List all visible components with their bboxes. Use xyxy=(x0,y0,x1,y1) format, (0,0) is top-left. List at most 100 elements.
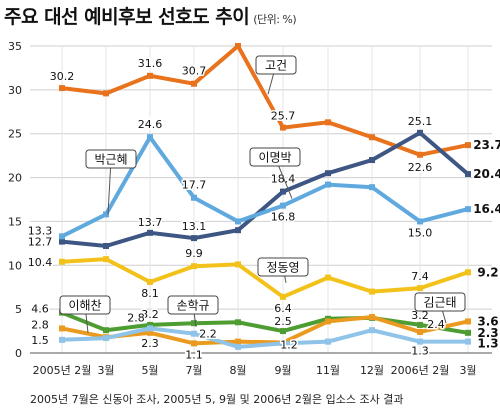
data-label: 2.4 xyxy=(427,318,445,331)
series-line-이명박 xyxy=(61,130,470,249)
data-point xyxy=(235,261,241,268)
data-point xyxy=(59,238,65,245)
data-point xyxy=(325,338,331,345)
data-point xyxy=(103,256,109,263)
x-tick-label: 12월 xyxy=(360,364,384,377)
data-label: 22.6 xyxy=(408,161,433,174)
data-point xyxy=(465,269,471,276)
series-line-정동영 xyxy=(61,257,469,300)
data-point xyxy=(59,233,65,240)
series-name-박근혜: 박근혜 xyxy=(94,153,127,167)
x-tick-label: 2005년 2월 xyxy=(33,364,92,377)
data-label: 10.4 xyxy=(28,256,53,269)
data-label: 1.3 xyxy=(477,337,498,351)
callout-box-정동영 xyxy=(257,257,309,277)
data-label: 30.2 xyxy=(50,70,75,83)
data-point xyxy=(417,129,423,136)
callout-box-손학규 xyxy=(167,295,219,315)
data-label: 2.3 xyxy=(141,337,159,350)
data-label: 13.1 xyxy=(182,220,207,233)
data-point xyxy=(465,338,471,345)
y-tick-label-20: 20 xyxy=(8,172,22,185)
data-point xyxy=(417,338,423,345)
data-point xyxy=(59,325,65,332)
series-name-고건: 고건 xyxy=(265,59,287,73)
data-point xyxy=(147,329,153,336)
data-point xyxy=(325,318,331,325)
data-label: 6.4 xyxy=(274,302,292,315)
data-point xyxy=(369,288,375,295)
data-point xyxy=(191,263,197,270)
data-point xyxy=(465,142,471,149)
y-tick-label-25: 25 xyxy=(8,128,22,141)
data-label: 23.7 xyxy=(473,138,500,152)
data-point xyxy=(369,134,375,141)
data-point xyxy=(369,184,375,191)
data-point xyxy=(369,327,375,334)
data-point xyxy=(280,340,286,347)
data-label: 9.2 xyxy=(477,265,498,279)
data-point xyxy=(325,119,331,126)
data-label: 2.8 xyxy=(127,311,145,324)
data-label: 8.1 xyxy=(141,287,159,300)
chart-unit: (단위: %) xyxy=(253,13,297,26)
series-name-정동영: 정동영 xyxy=(266,261,299,275)
data-point xyxy=(191,320,197,327)
data-point xyxy=(235,319,241,326)
data-label: 17.7 xyxy=(182,179,207,192)
data-label: 13.7 xyxy=(138,216,163,229)
data-point xyxy=(147,72,153,79)
data-point xyxy=(369,157,375,164)
data-point xyxy=(235,343,241,350)
data-label: 3.6 xyxy=(477,314,498,328)
y-tick-label-10: 10 xyxy=(8,259,22,272)
data-point xyxy=(417,328,423,335)
data-point xyxy=(325,181,331,188)
data-label: 4.6 xyxy=(31,303,49,316)
data-point xyxy=(103,211,109,218)
data-point xyxy=(103,90,109,97)
data-label: 2.2 xyxy=(199,328,217,341)
data-point xyxy=(147,321,153,328)
data-point xyxy=(235,43,241,49)
data-label: 2.8 xyxy=(31,318,49,331)
data-point xyxy=(369,314,375,321)
data-point xyxy=(191,340,197,347)
data-label: 25.1 xyxy=(408,115,433,128)
data-label: 16.8 xyxy=(271,211,296,224)
series-name-김근태: 김근태 xyxy=(423,296,456,310)
series-line-손학규 xyxy=(61,310,469,335)
series-line-박근혜 xyxy=(61,133,469,239)
data-point xyxy=(235,338,241,345)
data-point xyxy=(465,171,471,178)
data-point xyxy=(59,258,65,265)
data-point xyxy=(417,285,423,292)
callout-box-박근혜 xyxy=(85,149,137,169)
data-point xyxy=(417,218,423,225)
data-label: 1.1 xyxy=(185,348,203,361)
data-point xyxy=(280,328,286,335)
data-label: 3.2 xyxy=(141,308,159,321)
data-point xyxy=(465,329,471,336)
data-point xyxy=(147,278,153,285)
y-tick-label-35: 35 xyxy=(8,40,22,53)
chart-footnote: 2005년 7월은 신동아 조사, 2005년 5, 9월 및 2006년 2월… xyxy=(30,393,404,406)
series-name-손학규: 손학규 xyxy=(176,299,209,313)
x-tick-label: 5월 xyxy=(141,364,158,377)
data-point xyxy=(417,321,423,328)
callout-box-김근태 xyxy=(414,292,466,312)
chart-title-text: 주요 대선 예비후보 선호도 추이 xyxy=(4,6,250,28)
data-label: 25.7 xyxy=(271,110,296,123)
data-label: 2.3 xyxy=(477,326,498,340)
data-label: 24.6 xyxy=(138,118,163,131)
data-point xyxy=(417,151,423,158)
data-point xyxy=(465,318,471,325)
y-tick-label-15: 15 xyxy=(8,215,22,228)
series-name-이해찬: 이해찬 xyxy=(68,298,101,313)
data-label: 16.4 xyxy=(473,202,500,216)
x-tick-label: 3월 xyxy=(459,364,476,377)
data-label: 1.2 xyxy=(280,338,298,351)
data-point xyxy=(103,327,109,334)
data-point xyxy=(235,218,241,225)
